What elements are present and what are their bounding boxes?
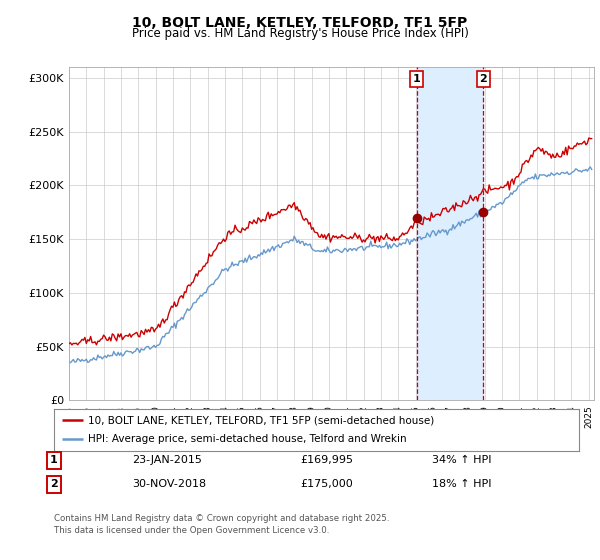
- Text: 1: 1: [50, 455, 58, 465]
- Text: Price paid vs. HM Land Registry's House Price Index (HPI): Price paid vs. HM Land Registry's House …: [131, 27, 469, 40]
- Text: £175,000: £175,000: [300, 479, 353, 489]
- Bar: [417, 67, 484, 400]
- Text: 1: 1: [413, 74, 421, 84]
- Text: £169,995: £169,995: [300, 455, 353, 465]
- Text: 30-NOV-2018: 30-NOV-2018: [132, 479, 206, 489]
- Text: 10, BOLT LANE, KETLEY, TELFORD, TF1 5FP: 10, BOLT LANE, KETLEY, TELFORD, TF1 5FP: [133, 16, 467, 30]
- Text: 10, BOLT LANE, KETLEY, TELFORD, TF1 5FP (semi-detached house): 10, BOLT LANE, KETLEY, TELFORD, TF1 5FP …: [88, 415, 434, 425]
- Text: 23-JAN-2015: 23-JAN-2015: [132, 455, 202, 465]
- Text: 2: 2: [50, 479, 58, 489]
- Text: Contains HM Land Registry data © Crown copyright and database right 2025.
This d: Contains HM Land Registry data © Crown c…: [54, 514, 389, 535]
- Text: HPI: Average price, semi-detached house, Telford and Wrekin: HPI: Average price, semi-detached house,…: [88, 435, 407, 445]
- Text: 2: 2: [479, 74, 487, 84]
- Text: 34% ↑ HPI: 34% ↑ HPI: [432, 455, 491, 465]
- Text: 18% ↑ HPI: 18% ↑ HPI: [432, 479, 491, 489]
